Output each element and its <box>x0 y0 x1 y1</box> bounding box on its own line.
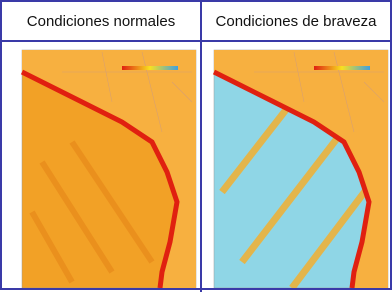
header-left: Condiciones normales <box>2 2 200 42</box>
map-storm <box>202 42 390 288</box>
figure: Condiciones normales Condiciones de brav… <box>0 0 392 290</box>
map-normal <box>2 42 198 288</box>
header-right: Condiciones de braveza <box>202 2 390 42</box>
